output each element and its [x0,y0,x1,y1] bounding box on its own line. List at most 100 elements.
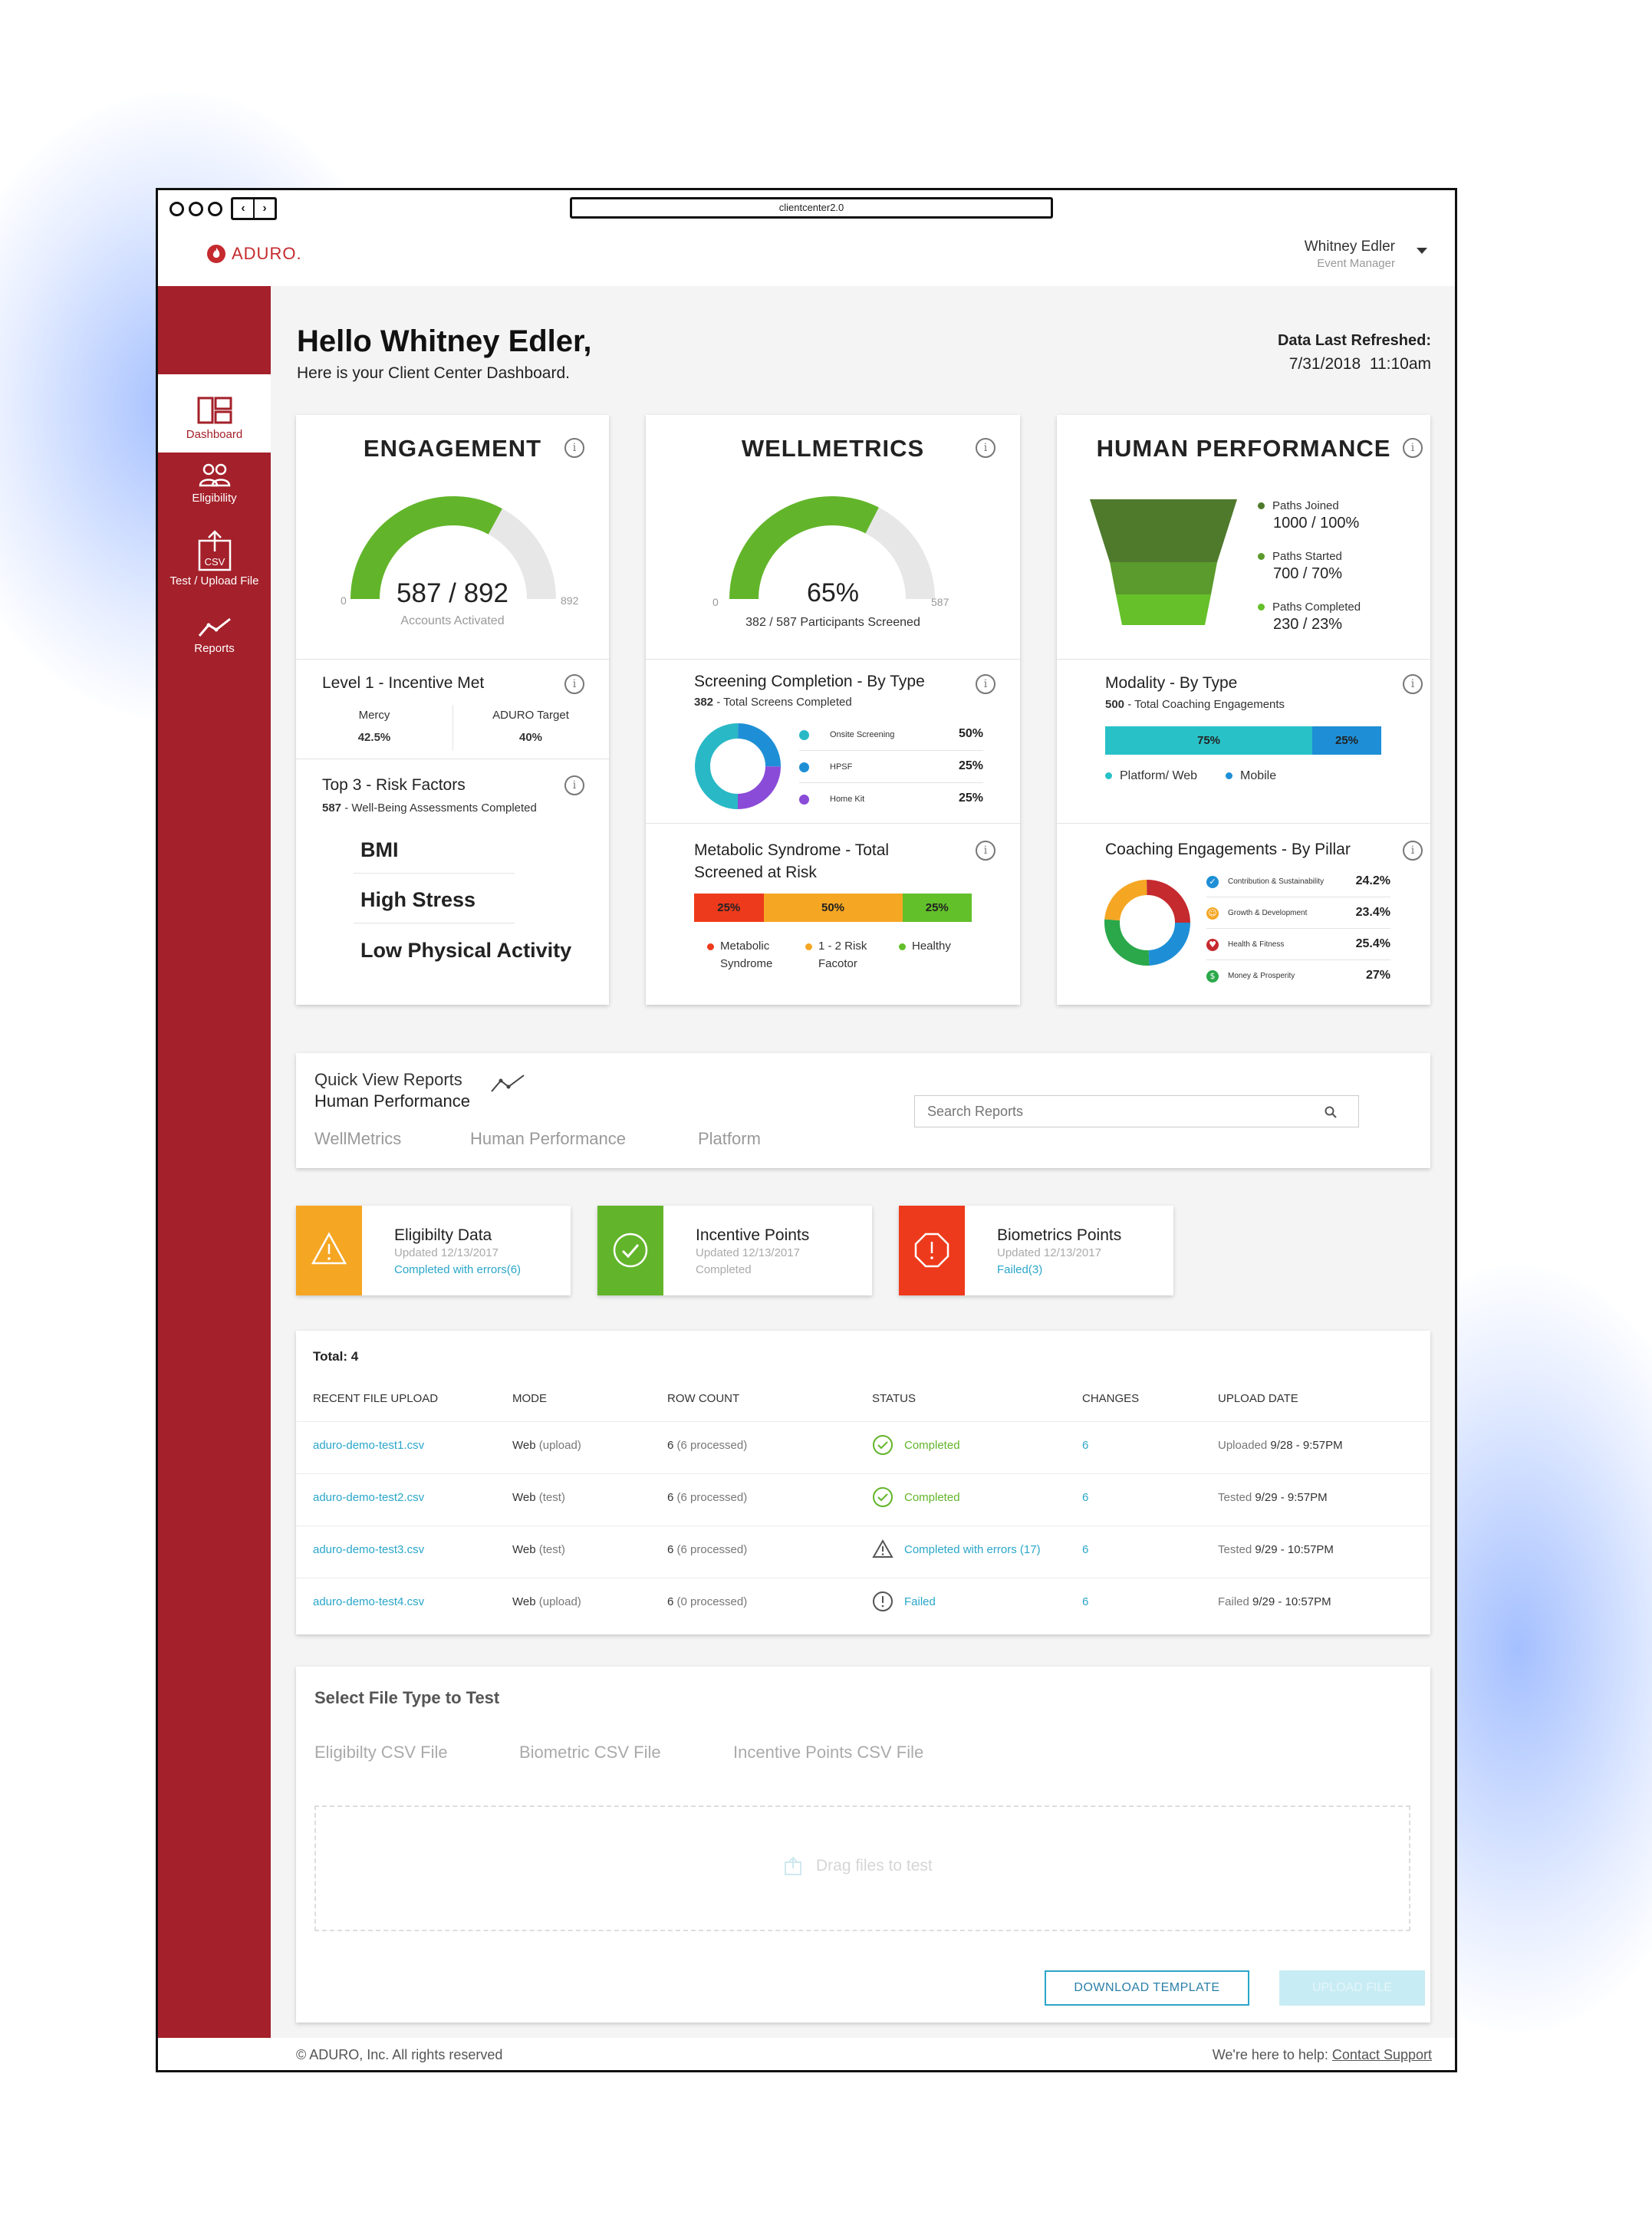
table-row[interactable]: aduro-demo-test2.csv Web (test) 6 (6 proce… [296,1473,1430,1526]
changes-link[interactable]: 6 [1082,1543,1089,1556]
info-icon[interactable]: i [1403,841,1423,861]
gauge-max: 892 [561,594,579,607]
file-name-link[interactable]: aduro-demo-test3.csv [313,1543,425,1556]
sidebar-item-label: Eligibility [192,492,237,505]
screening-row-value: 25% [958,792,983,805]
sidebar-item-upload[interactable]: CSV Test / Upload File [158,530,271,588]
report-tab-human-performance[interactable]: Human Performance [470,1129,626,1148]
window-minimize-dot[interactable] [189,202,203,216]
table-row[interactable]: aduro-demo-test4.csv Web (upload) 6 (0 pro… [296,1578,1430,1631]
status-text: Completed with errors (17) [904,1542,1041,1556]
address-bar[interactable]: clientcenter2.0 [570,197,1053,219]
sidebar-item-label: Reports [194,642,235,655]
changes-link[interactable]: 6 [1082,1595,1089,1608]
screening-caption: 382 - Total Screens Completed [694,696,852,709]
file-type-tab-incentive[interactable]: Incentive Points CSV File [733,1743,924,1762]
coaching-row-value: 25.4% [1355,937,1390,950]
column-header[interactable]: ROW COUNT [667,1392,740,1405]
upload-file-button[interactable]: UPLOAD FILE [1279,1970,1425,2006]
date-label: Uploaded [1218,1439,1268,1452]
info-icon[interactable]: i [1403,438,1423,458]
quick-view-card: Quick View Reports Human Performance Wel… [296,1053,1430,1168]
table-row[interactable]: aduro-demo-test1.csv Web (upload) 6 (6 pro… [296,1421,1430,1474]
legend-dot [799,730,809,740]
aduro-logo[interactable]: ADURO. [206,243,302,265]
info-icon[interactable]: i [564,438,584,458]
legend-dot [1258,502,1265,510]
sidebar-item-eligibility[interactable]: Eligibility [158,462,271,505]
info-icon[interactable]: i [976,841,995,861]
column-header[interactable]: UPLOAD DATE [1218,1392,1298,1405]
info-icon[interactable]: i [976,438,995,458]
user-menu[interactable]: Whitney Edler Event Manager [1305,239,1395,270]
download-template-button[interactable]: DOWNLOAD TEMPLATE [1045,1970,1249,2006]
modality-legend-item: Mobile [1226,769,1276,783]
file-type-tab-eligibility[interactable]: Eligibilty CSV File [314,1743,448,1762]
reports-icon [198,617,231,637]
pillar-icon: $ [1206,970,1219,982]
row-count-detail: (6 processed) [673,1491,748,1504]
window-close-dot[interactable] [169,202,184,216]
risk-item: BMI [360,838,399,861]
status-card[interactable]: Eligibilty Data Updated 12/13/2017 Complet… [296,1206,571,1295]
risk-title: Top 3 - Risk Factors [322,776,466,794]
human-performance-title: HUMAN PERFORMANCE [1096,435,1391,462]
legend-dot [707,943,714,950]
table-row[interactable]: aduro-demo-test3.csv Web (test) 6 (6 proce… [296,1526,1430,1578]
file-name-link[interactable]: aduro-demo-test2.csv [313,1491,425,1504]
file-name-link[interactable]: aduro-demo-test4.csv [313,1595,425,1608]
info-icon[interactable]: i [564,674,584,694]
file-name-link[interactable]: aduro-demo-test1.csv [313,1439,425,1452]
uploads-table-card: Total: 4 RECENT FILE UPLOAD MODE ROW COUNT… [296,1331,1430,1634]
status-card-color-block [899,1206,965,1295]
report-tab-platform[interactable]: Platform [698,1129,761,1148]
window-maximize-dot[interactable] [208,202,222,216]
modality-bar-segment: 25% [1312,726,1381,755]
contact-support-link[interactable]: Contact Support [1331,2047,1432,2062]
row-count-cell: 6 (6 processed) [667,1439,747,1452]
info-icon[interactable]: i [564,775,584,795]
screening-row-label: Home Kit [830,795,865,804]
changes-link[interactable]: 6 [1082,1439,1089,1452]
search-box[interactable] [914,1095,1359,1127]
date-label: Tested [1218,1491,1252,1504]
status-card[interactable]: Biometrics Points Updated 12/13/2017 Faile… [899,1206,1173,1295]
wellmetrics-gauge [729,495,935,600]
back-icon[interactable]: ‹ [233,199,255,218]
date-value: 9/29 - 10:57PM [1252,1543,1334,1556]
chevron-down-icon[interactable] [1417,248,1427,254]
column-header[interactable]: MODE [512,1392,547,1405]
screening-row-label: HPSF [830,762,853,772]
info-icon[interactable]: i [1403,674,1423,694]
status-card-title: Incentive Points [696,1226,810,1244]
column-header[interactable]: STATUS [872,1392,916,1405]
modality-title: Modality - By Type [1105,674,1238,692]
info-icon[interactable]: i [976,674,995,694]
column-header[interactable]: CHANGES [1082,1392,1140,1405]
sidebar-item-label: Test / Upload File [169,574,259,588]
row-count-detail: (0 processed) [673,1595,748,1608]
status-card-status[interactable]: Completed with errors(6) [394,1263,522,1276]
mode-detail: (test) [535,1491,565,1504]
engagement-card: ENGAGEMENT i 587 / 892 Accounts Activate… [296,415,609,1005]
status-card[interactable]: Incentive Points Updated 12/13/2017 Comple… [597,1206,872,1295]
refresh-value: 7/31/2018 11:10am [1288,355,1431,373]
changes-link[interactable]: 6 [1082,1491,1089,1504]
search-icon[interactable] [1325,1106,1337,1118]
coaching-title: Coaching Engagements - By Pillar [1105,841,1351,858]
column-header[interactable]: RECENT FILE UPLOAD [313,1392,439,1405]
file-type-tab-biometric[interactable]: Biometric CSV File [519,1743,661,1762]
wellmetrics-card: WELLMETRICS i 65% 382 / 587 Participants… [646,415,1020,1005]
level-title: Level 1 - Incentive Met [322,674,485,692]
upload-date-cell: Uploaded 9/28 - 9:57PM [1218,1439,1343,1452]
forward-icon[interactable]: › [262,202,267,215]
report-tab-wellmetrics[interactable]: WellMetrics [314,1129,402,1148]
status-card-status[interactable]: Failed(3) [997,1263,1043,1276]
metabolic-legend-item: Healthy [899,937,951,973]
file-drop-zone[interactable]: Drag files to test [314,1805,1410,1931]
sidebar-item-reports[interactable]: Reports [158,616,271,655]
sidebar-item-dashboard[interactable]: Dashboard [158,374,271,453]
paths-funnel [1090,499,1237,625]
search-input[interactable] [915,1096,1312,1127]
date-label: Failed [1218,1595,1249,1608]
